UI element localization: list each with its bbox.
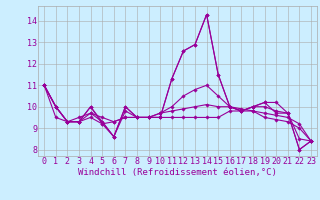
X-axis label: Windchill (Refroidissement éolien,°C): Windchill (Refroidissement éolien,°C) [78, 168, 277, 177]
